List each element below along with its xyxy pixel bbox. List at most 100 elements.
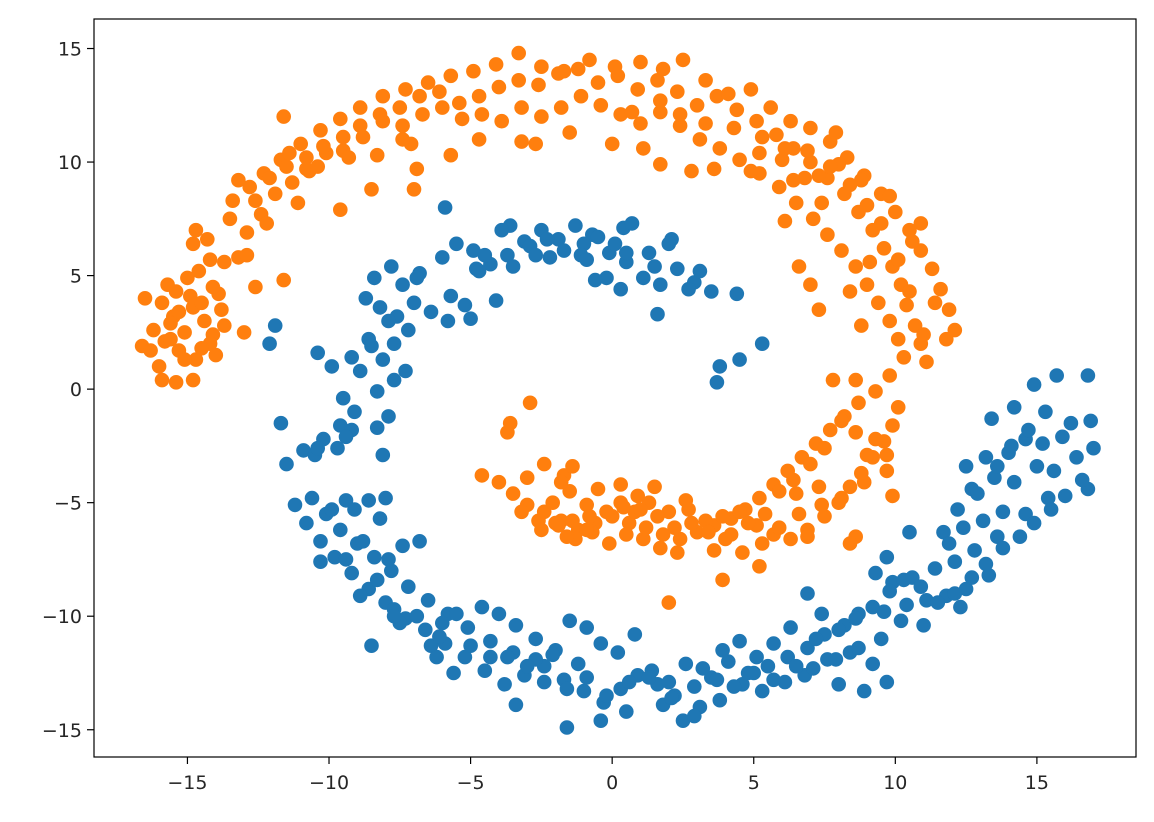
- data-point: [443, 147, 459, 163]
- data-point: [647, 259, 662, 274]
- data-point: [653, 93, 668, 108]
- data-point: [1080, 368, 1096, 383]
- data-point: [432, 629, 447, 644]
- data-point: [276, 109, 292, 124]
- data-point: [1004, 438, 1019, 454]
- data-point: [879, 463, 895, 479]
- data-point: [706, 161, 722, 177]
- data-point: [299, 150, 314, 165]
- data-point: [896, 572, 912, 588]
- y-tick-label: 0: [70, 379, 82, 401]
- data-point: [916, 327, 931, 342]
- data-point: [735, 545, 750, 560]
- data-point: [732, 152, 747, 168]
- data-point: [715, 509, 730, 524]
- data-point: [579, 522, 594, 538]
- data-point: [488, 57, 504, 72]
- data-point: [653, 540, 668, 556]
- data-point: [661, 674, 677, 690]
- data-point: [511, 73, 526, 88]
- data-point: [367, 549, 382, 565]
- data-point: [590, 75, 606, 90]
- data-point: [902, 284, 917, 299]
- data-point: [494, 222, 510, 238]
- data-point: [859, 197, 875, 213]
- y-tick-label: −5: [54, 493, 82, 515]
- data-point: [494, 113, 510, 129]
- data-point: [471, 132, 487, 147]
- data-point: [896, 350, 912, 365]
- data-point: [1055, 429, 1070, 445]
- data-point: [375, 447, 391, 463]
- data-point: [712, 692, 728, 708]
- data-point: [721, 86, 736, 102]
- data-point: [333, 522, 348, 538]
- data-point: [137, 291, 153, 306]
- data-point: [398, 82, 413, 97]
- data-point: [412, 88, 427, 104]
- data-point: [505, 259, 521, 274]
- data-point: [936, 524, 951, 540]
- data-point: [194, 341, 209, 356]
- data-point: [279, 159, 294, 174]
- x-axis: −15 −10 −5 0 5 10 15: [167, 757, 1049, 794]
- data-point: [163, 316, 178, 331]
- data-point: [752, 145, 767, 161]
- data-point: [582, 509, 597, 524]
- plot-frame: [93, 18, 1137, 758]
- data-point: [548, 515, 563, 531]
- data-point: [386, 608, 402, 624]
- data-point: [873, 216, 889, 231]
- data-point: [384, 563, 399, 579]
- data-point: [344, 565, 360, 581]
- data-point: [310, 159, 326, 174]
- x-tick-label: 5: [748, 772, 760, 794]
- data-point: [732, 352, 747, 367]
- data-point: [562, 613, 577, 629]
- data-point: [653, 277, 668, 293]
- data-point: [800, 529, 815, 544]
- data-point: [310, 345, 326, 361]
- data-point: [242, 179, 257, 195]
- data-point: [803, 120, 818, 136]
- data-point: [754, 129, 770, 145]
- x-tick-label: −5: [457, 772, 485, 794]
- data-point: [868, 384, 883, 399]
- data-point: [885, 488, 900, 504]
- data-point: [834, 243, 849, 258]
- data-point: [222, 211, 238, 227]
- data-point: [689, 98, 705, 113]
- data-point: [678, 493, 694, 508]
- data-point: [721, 654, 736, 669]
- data-point: [899, 597, 914, 613]
- data-point: [347, 404, 362, 420]
- data-point: [582, 52, 597, 68]
- data-point: [732, 633, 747, 649]
- data-point: [454, 111, 470, 127]
- data-point: [709, 88, 725, 104]
- data-point: [627, 627, 643, 642]
- data-point: [879, 447, 895, 463]
- data-point: [822, 159, 838, 174]
- data-point: [183, 288, 198, 304]
- data-point: [633, 54, 648, 70]
- data-point: [239, 225, 255, 240]
- data-point: [474, 599, 490, 615]
- data-point: [990, 459, 1005, 474]
- data-point: [630, 82, 645, 97]
- data-point: [902, 222, 917, 238]
- data-point: [330, 440, 345, 456]
- data-point: [984, 411, 999, 427]
- data-point: [630, 488, 645, 504]
- data-point: [664, 690, 679, 706]
- data-point: [670, 545, 685, 560]
- data-point: [384, 259, 399, 274]
- data-point: [650, 73, 665, 88]
- data-point: [805, 211, 821, 227]
- data-point: [941, 302, 957, 318]
- data-point: [446, 665, 461, 681]
- data-point: [1049, 368, 1064, 383]
- data-point: [168, 375, 184, 390]
- data-point: [613, 281, 628, 297]
